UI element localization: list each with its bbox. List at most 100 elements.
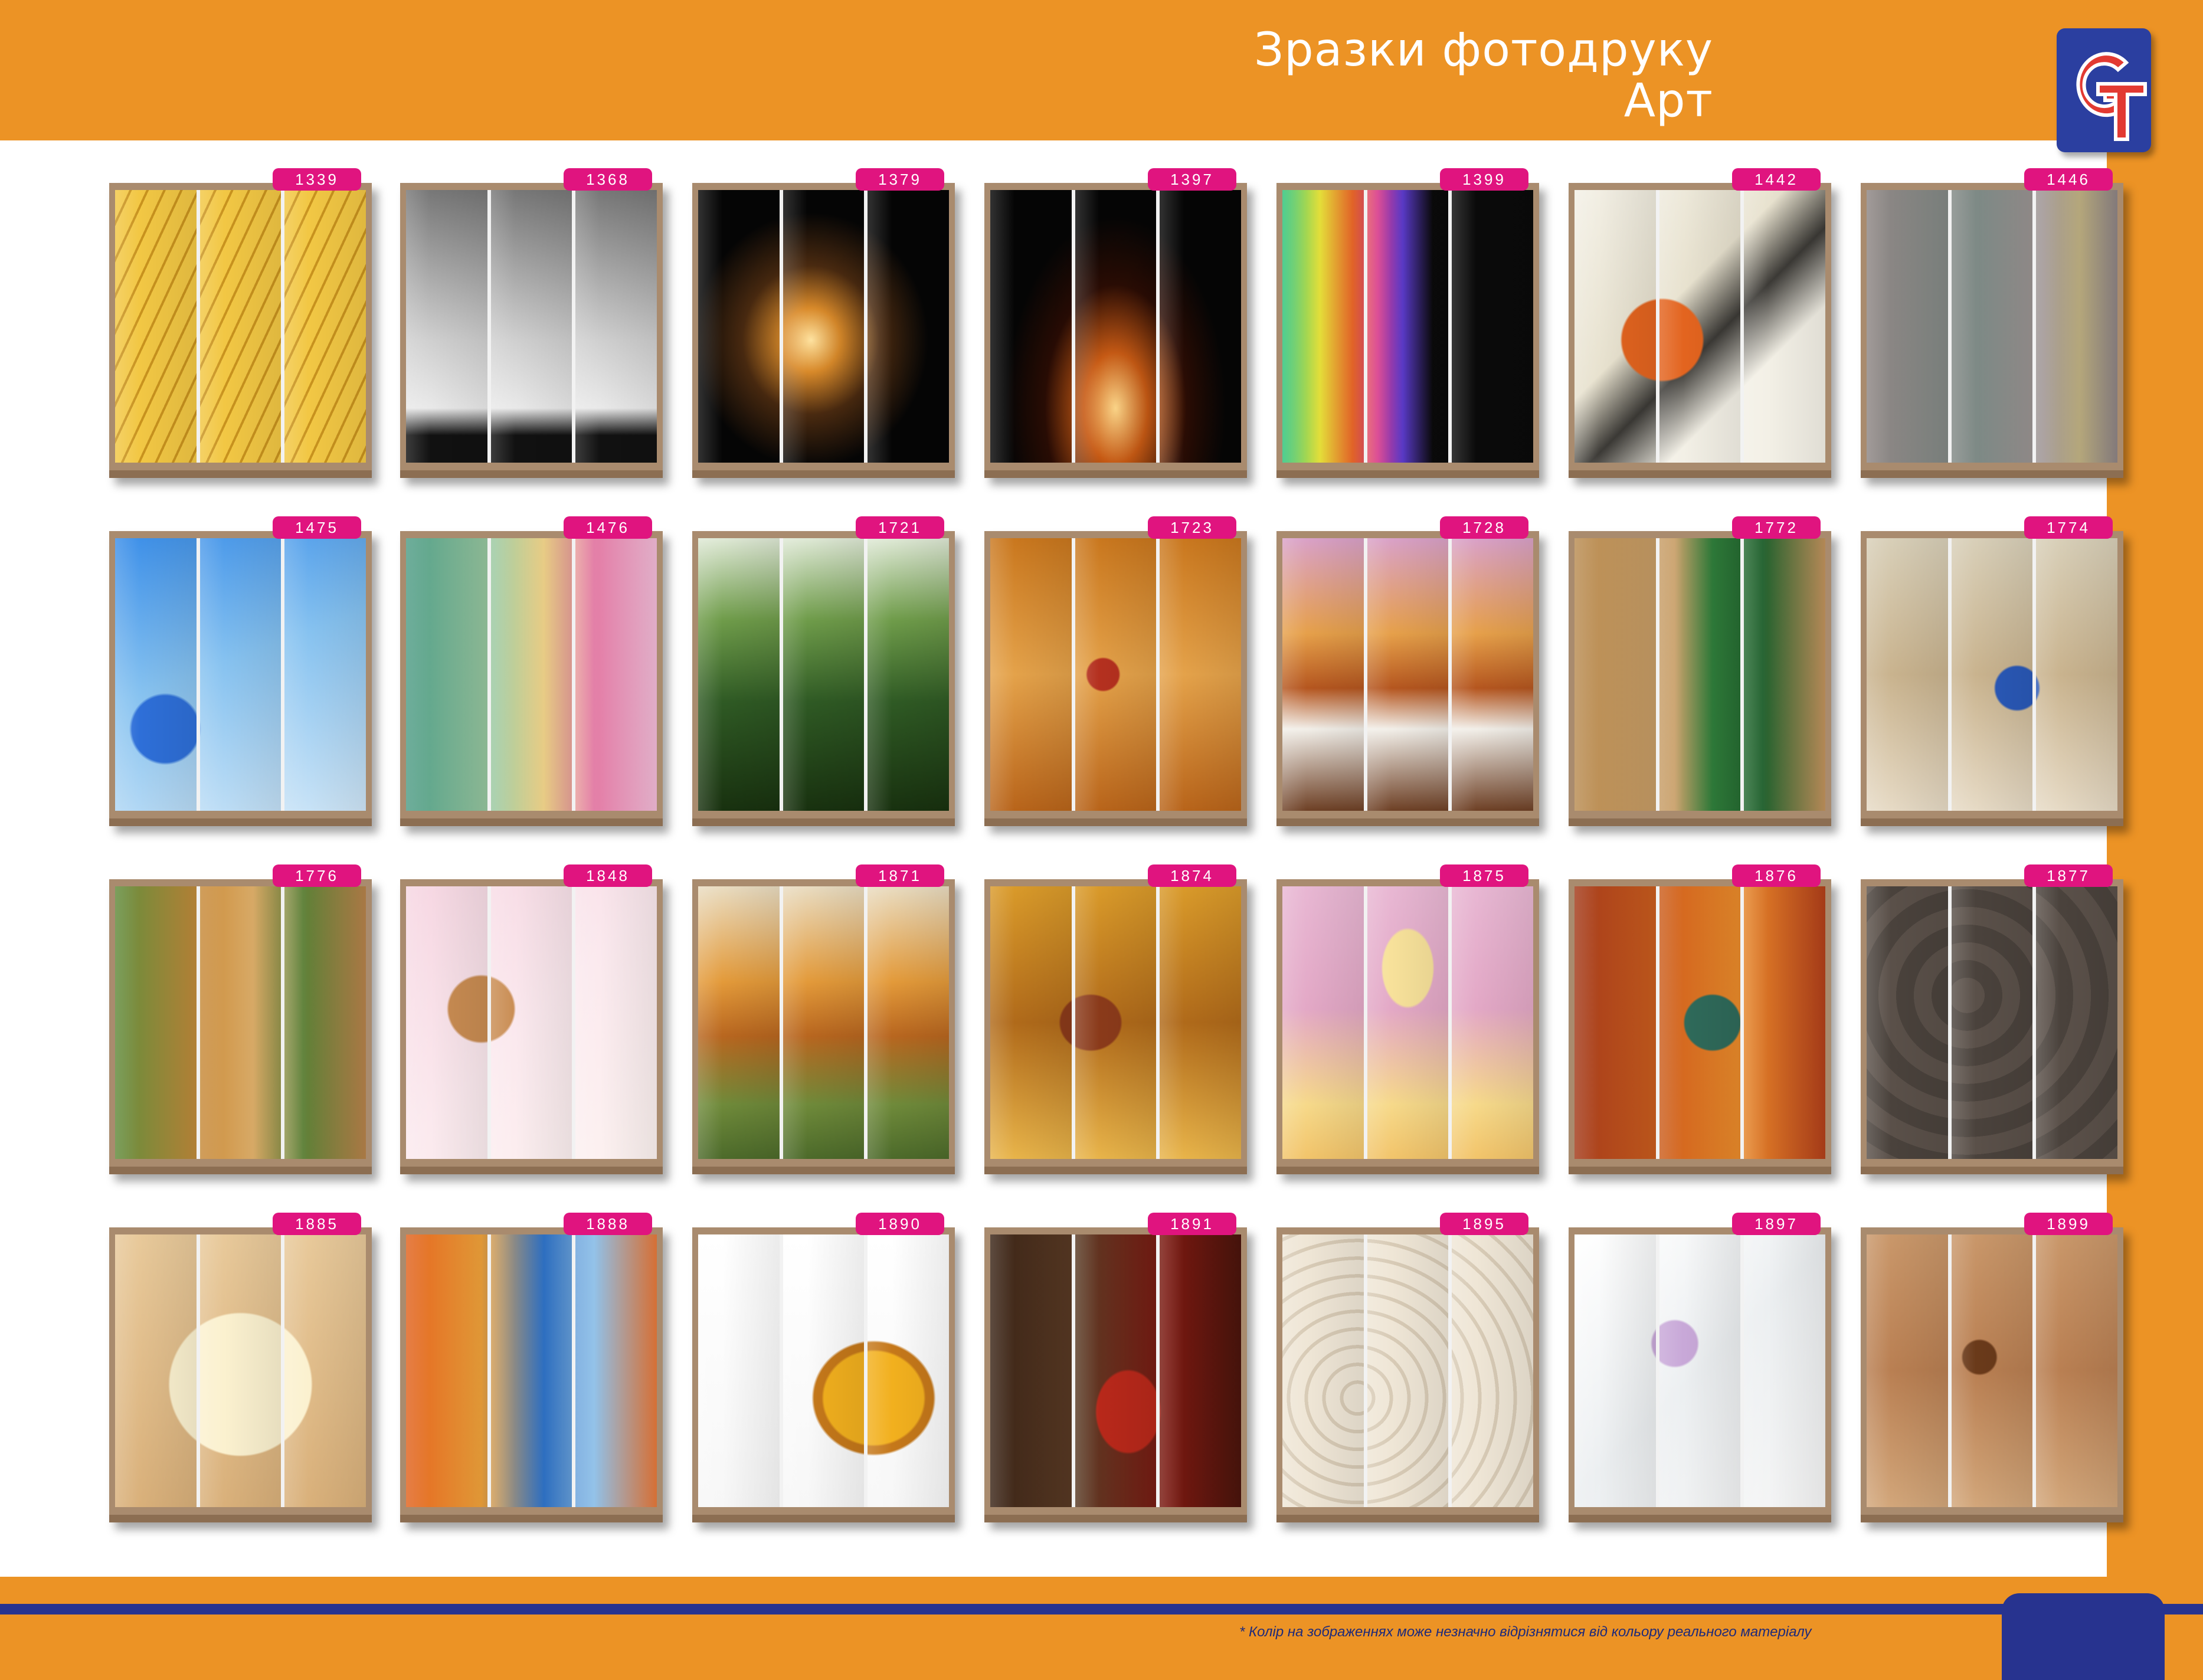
wardrobe-doors [1282, 886, 1533, 1159]
wardrobe-preview [1861, 1227, 2123, 1522]
wardrobe-doors [1282, 1234, 1533, 1507]
sample-card[interactable]: 1475 [109, 516, 372, 833]
sample-card[interactable]: 1876 [1569, 864, 1831, 1181]
sample-card[interactable]: 1397 [984, 168, 1247, 485]
wardrobe-preview [109, 183, 372, 478]
wardrobe-door [281, 538, 366, 811]
wardrobe-door [990, 190, 1072, 463]
wardrobe-plinth [1276, 818, 1539, 826]
wardrobe-door [990, 886, 1072, 1159]
title-line-2: Арт [1623, 74, 1713, 127]
sample-card[interactable]: 1871 [692, 864, 955, 1181]
wardrobe-door [1156, 190, 1241, 463]
wardrobe-plinth [984, 470, 1247, 478]
wardrobe-door [1867, 1234, 1948, 1507]
wardrobe-plinth [1569, 818, 1831, 826]
sample-card[interactable]: 1399 [1276, 168, 1539, 485]
wardrobe-door [1947, 538, 2033, 811]
wardrobe-door [1156, 886, 1241, 1159]
wardrobe-door [864, 538, 949, 811]
wardrobe-door [1655, 886, 1741, 1159]
wardrobe-plinth [984, 818, 1247, 826]
wardrobe-doors [1574, 190, 1825, 463]
sample-card[interactable]: 1723 [984, 516, 1247, 833]
sample-card[interactable]: 1885 [109, 1213, 372, 1530]
wardrobe-door [115, 538, 197, 811]
sample-card[interactable]: 1368 [400, 168, 663, 485]
wardrobe-preview [984, 531, 1247, 826]
wardrobe-door [1071, 886, 1157, 1159]
sample-card[interactable]: 1442 [1569, 168, 1831, 485]
wardrobe-preview [1569, 1227, 1831, 1522]
brand-logo [2057, 28, 2151, 152]
wardrobe-door [281, 886, 366, 1159]
wardrobe-preview [400, 183, 663, 478]
wardrobe-door [406, 190, 487, 463]
wardrobe-door [779, 190, 865, 463]
wardrobe-door [115, 1234, 197, 1507]
wardrobe-plinth [1569, 1515, 1831, 1522]
wardrobe-door [196, 886, 281, 1159]
sample-card[interactable]: 1888 [400, 1213, 663, 1530]
wardrobe-plinth [692, 1167, 955, 1174]
sample-card[interactable]: 1339 [109, 168, 372, 485]
wardrobe-door [1655, 1234, 1741, 1507]
wardrobe-door [1282, 1234, 1364, 1507]
wardrobe-door [1574, 1234, 1656, 1507]
wardrobe-plinth [400, 470, 663, 478]
wardrobe-doors [115, 190, 366, 463]
sample-card[interactable]: 1774 [1861, 516, 2123, 833]
wardrobe-door [1574, 886, 1656, 1159]
wardrobe-door [1740, 886, 1825, 1159]
sample-card[interactable]: 1848 [400, 864, 663, 1181]
wardrobe-door [990, 538, 1072, 811]
wardrobe-preview [109, 1227, 372, 1522]
wardrobe-preview [1569, 879, 1831, 1174]
wardrobe-door [1156, 538, 1241, 811]
wardrobe-preview [1276, 879, 1539, 1174]
wardrobe-door [487, 538, 572, 811]
wardrobe-doors [406, 1234, 657, 1507]
sample-card[interactable]: 1874 [984, 864, 1247, 1181]
wardrobe-door [572, 1234, 657, 1507]
sample-code-badge: 1446 [2024, 168, 2113, 191]
sample-card[interactable]: 1728 [1276, 516, 1539, 833]
sample-card[interactable]: 1899 [1861, 1213, 2123, 1530]
wardrobe-plinth [400, 1167, 663, 1174]
sample-card[interactable]: 1877 [1861, 864, 2123, 1181]
wardrobe-doors [115, 886, 366, 1159]
sample-card[interactable]: 1891 [984, 1213, 1247, 1530]
sample-card[interactable]: 1446 [1861, 168, 2123, 485]
sample-code-badge: 1776 [273, 864, 361, 887]
wardrobe-door [1574, 190, 1656, 463]
sample-card[interactable]: 1897 [1569, 1213, 1831, 1530]
sample-code-badge: 1874 [1148, 864, 1236, 887]
sample-card[interactable]: 1476 [400, 516, 663, 833]
sample-code-badge: 1772 [1732, 516, 1821, 539]
sample-card[interactable]: 1895 [1276, 1213, 1539, 1530]
wardrobe-preview [109, 531, 372, 826]
wardrobe-doors [698, 1234, 949, 1507]
sample-card[interactable]: 1776 [109, 864, 372, 1181]
wardrobe-plinth [1861, 470, 2123, 478]
wardrobe-doors [1867, 190, 2117, 463]
wardrobe-plinth [692, 470, 955, 478]
sample-card[interactable]: 1721 [692, 516, 955, 833]
wardrobe-doors [990, 190, 1241, 463]
wardrobe-door [115, 886, 197, 1159]
wardrobe-door [1574, 538, 1656, 811]
wardrobe-door [572, 538, 657, 811]
wardrobe-plinth [109, 1167, 372, 1174]
wardrobe-door [1740, 190, 1825, 463]
sample-card[interactable]: 1890 [692, 1213, 955, 1530]
sample-card[interactable]: 1379 [692, 168, 955, 485]
wardrobe-plinth [984, 1167, 1247, 1174]
sample-code-badge: 1723 [1148, 516, 1236, 539]
sample-card[interactable]: 1875 [1276, 864, 1539, 1181]
wardrobe-plinth [109, 1515, 372, 1522]
sample-code-badge: 1871 [856, 864, 944, 887]
sample-card[interactable]: 1772 [1569, 516, 1831, 833]
wardrobe-door [1448, 886, 1533, 1159]
wardrobe-plinth [692, 818, 955, 826]
wardrobe-door [698, 190, 780, 463]
